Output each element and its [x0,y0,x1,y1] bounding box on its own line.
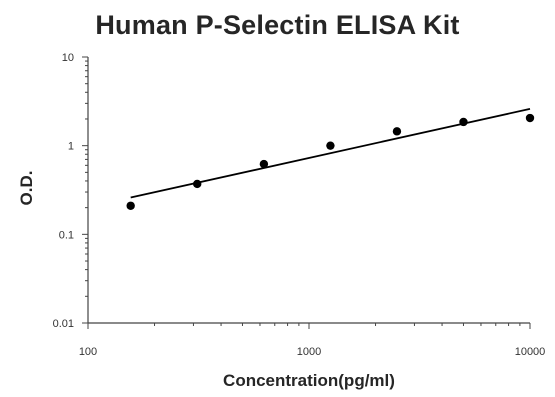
data-point [392,127,402,136]
y-tick-label: 10 [62,52,74,64]
y-axis-title: O.D. [17,170,36,206]
x-tick-label: 1000 [297,346,321,358]
fit-line [130,107,531,199]
chart-title: Human P-Selectin ELISA Kit [95,10,460,40]
y-tick-label: 0.01 [53,318,74,330]
fit-line-group [130,107,531,199]
x-tick-label: 10000 [515,346,546,358]
data-point [459,117,468,127]
axis-ticks [82,56,531,329]
data-point [126,201,135,210]
y-tick-label: 1 [68,141,74,153]
x-tick-label: 100 [79,346,97,358]
data-point [525,113,535,123]
tick-labels: 10 1 0.1 0.01 100 1000 10000 [53,52,546,358]
x-axis-title: Concentration(pg/ml) [223,371,395,390]
data-points [126,113,535,210]
data-point [193,179,202,189]
axes [87,57,530,324]
data-point [259,159,269,169]
data-point [326,141,335,150]
y-tick-label: 0.1 [59,229,74,241]
